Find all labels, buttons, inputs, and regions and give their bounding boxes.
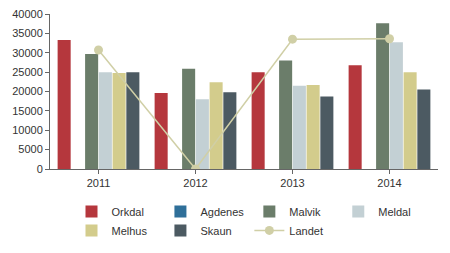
- svg-text:15000: 15000: [12, 105, 43, 117]
- svg-text:20000: 20000: [12, 85, 43, 97]
- svg-text:5000: 5000: [18, 143, 42, 155]
- svg-text:Meldal: Meldal: [378, 206, 410, 218]
- svg-text:Orkdal: Orkdal: [112, 206, 144, 218]
- svg-text:35000: 35000: [12, 27, 43, 39]
- svg-text:0: 0: [37, 163, 43, 175]
- svg-text:Agdenes: Agdenes: [200, 206, 244, 218]
- svg-text:40000: 40000: [12, 8, 43, 20]
- svg-text:2013: 2013: [280, 177, 304, 189]
- svg-text:Melhus: Melhus: [112, 225, 148, 237]
- svg-text:10000: 10000: [12, 124, 43, 136]
- svg-text:2012: 2012: [183, 177, 207, 189]
- svg-text:2011: 2011: [87, 177, 111, 189]
- svg-text:Malvik: Malvik: [289, 206, 321, 218]
- svg-text:2014: 2014: [377, 177, 401, 189]
- svg-text:25000: 25000: [12, 66, 43, 78]
- svg-text:Skaun: Skaun: [200, 225, 231, 237]
- svg-text:Landet: Landet: [289, 225, 323, 237]
- svg-text:30000: 30000: [12, 47, 43, 59]
